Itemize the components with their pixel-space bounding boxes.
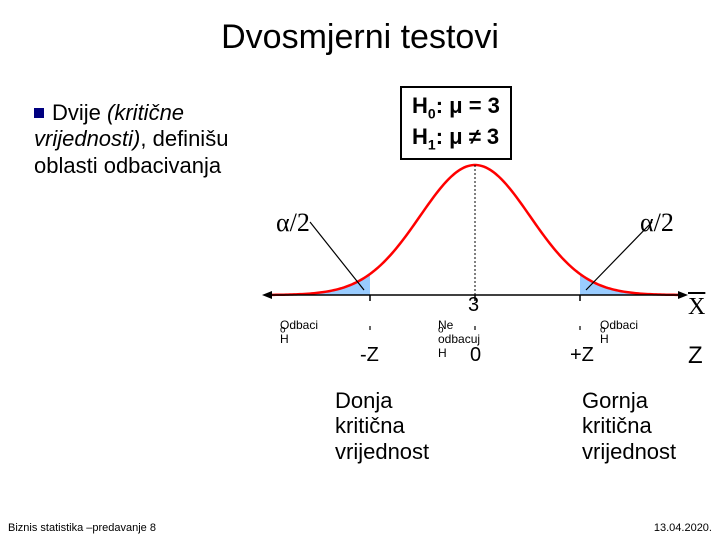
reject-left-label: Odbaci Ho <box>280 318 286 335</box>
neg-z-label: -Z <box>360 344 379 367</box>
h0-sub: 0 <box>428 105 436 121</box>
x-axis-center-value: 3 <box>468 294 479 317</box>
slide-title: Dvosmjerni testovi <box>0 18 720 57</box>
bullet-lead: Dvije <box>52 100 101 125</box>
reject-right-label: Odbaci Ho <box>600 318 606 335</box>
x-bar-label: X <box>688 294 705 321</box>
lower-critical-label: Donjakritičnavrijednost <box>335 388 429 464</box>
footer-left: Biznis statistika –predavanje 8 <box>8 522 156 534</box>
z-axis-end-label: Z <box>688 342 703 370</box>
alpha-left-label: α/2 <box>276 208 310 238</box>
footer-right: 13.04.2020. <box>654 522 712 534</box>
h1-text: : μ ≠ 3 <box>436 124 499 149</box>
bullet-text: Dvije (kritične vrijednosti), definišu o… <box>34 100 244 179</box>
bullet-square-icon <box>34 108 44 118</box>
no-reject-label: Ne odbacuj Ho <box>438 318 444 335</box>
alpha-right-label: α/2 <box>640 208 674 238</box>
h0-text: : μ = 3 <box>436 93 500 118</box>
upper-critical-label: Gornjakritičnavrijednost <box>582 388 676 464</box>
hypothesis-box: H0: μ = 3 H1: μ ≠ 3 <box>400 86 512 160</box>
h0-prefix: H <box>412 93 428 118</box>
h1-sub: 1 <box>428 136 436 152</box>
zero-label: 0 <box>470 344 481 367</box>
h1-prefix: H <box>412 124 428 149</box>
pos-z-label: +Z <box>570 344 594 367</box>
